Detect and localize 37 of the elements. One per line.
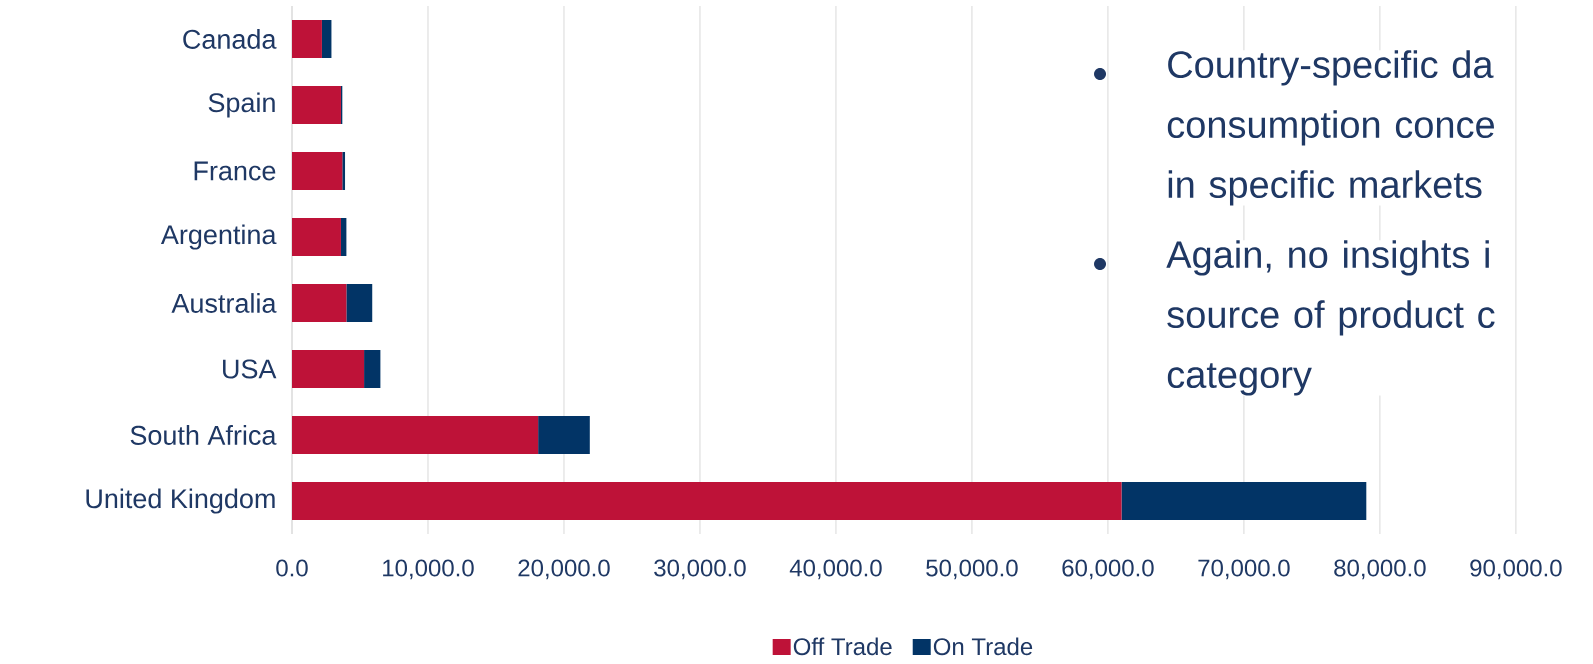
bar	[292, 416, 539, 455]
y-tick-label: South Africa	[130, 425, 277, 445]
bar	[321, 20, 332, 59]
bar	[1121, 482, 1367, 521]
x-tick-label: 80,000.0	[1334, 559, 1426, 580]
x-tick-label: 10,000.0	[383, 559, 474, 580]
y-tick-label: France	[194, 161, 276, 181]
x-tick-label: 40,000.0	[789, 559, 882, 580]
y-tick-label: United Kingdom	[86, 488, 275, 514]
x-tick-label: 30,000.0	[654, 559, 746, 580]
bar	[292, 20, 322, 59]
y-tick-label: Canada	[183, 29, 277, 49]
bar	[538, 416, 590, 455]
x-tick-label: 70,000.0	[1198, 559, 1290, 580]
bar	[292, 350, 365, 389]
x-tick-label: 50,000.0	[926, 559, 1018, 580]
bar	[340, 218, 347, 257]
bar	[292, 152, 343, 191]
legend-label: On Trade	[933, 637, 1033, 656]
x-tick-label: 60,000.0	[1062, 559, 1154, 580]
bar	[292, 482, 1122, 521]
bar	[292, 86, 341, 125]
annotation: Again, no insights i source of product c category	[1166, 240, 1495, 396]
annotation: Country-specific da consumption conce in specific markets	[1167, 50, 1494, 206]
bar	[292, 284, 347, 323]
y-tick-label: USA	[223, 359, 277, 379]
x-tick-label: 0.0	[276, 559, 308, 577]
legend-label: Off Trade	[793, 637, 892, 656]
bar	[342, 152, 346, 191]
bar	[364, 350, 381, 389]
bar	[292, 218, 341, 257]
y-tick-label: Argentina	[160, 224, 277, 250]
y-tick-label: Spain	[208, 92, 275, 118]
x-tick-label: 20,000.0	[518, 559, 610, 580]
x-tick-label: 90,000.0	[1470, 559, 1562, 580]
bar	[346, 284, 373, 323]
y-tick-label: Australia	[171, 293, 277, 313]
